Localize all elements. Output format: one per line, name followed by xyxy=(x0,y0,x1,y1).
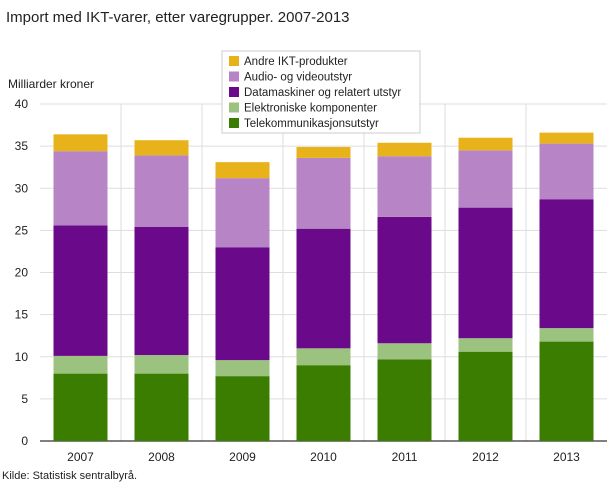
bar-segment xyxy=(377,359,432,441)
y-tick-label: 40 xyxy=(15,97,29,111)
source: Kilde: Statistisk sentralbyrå. xyxy=(2,470,137,482)
bar-segment xyxy=(539,328,594,342)
bar-segment xyxy=(539,341,594,441)
bar-segment xyxy=(53,355,108,374)
x-tick-label: 2010 xyxy=(310,450,337,464)
legend-swatch xyxy=(229,118,239,128)
bar-segment xyxy=(458,338,513,352)
bar-segment xyxy=(296,365,351,441)
bar-segment xyxy=(53,151,108,226)
chart-title: Import med IKT-varer, etter varegrupper.… xyxy=(6,9,350,26)
bar-segment xyxy=(134,373,189,441)
bar-segment xyxy=(296,228,351,349)
bar-segment xyxy=(539,199,594,329)
bar-segment xyxy=(296,146,351,158)
bar-segment xyxy=(458,351,513,441)
bar-segment xyxy=(53,134,108,152)
x-tick-label: 2011 xyxy=(392,450,418,464)
legend-label: Datamaskiner og relatert utstyr xyxy=(244,87,401,99)
x-tick-label: 2008 xyxy=(148,450,175,464)
bar-segment xyxy=(53,373,108,441)
y-tick-label: 10 xyxy=(15,350,29,364)
bar-segment xyxy=(296,348,351,366)
bar-segment xyxy=(215,162,270,179)
legend-label: Elektroniske komponenter xyxy=(244,103,377,115)
x-tick-label: 2007 xyxy=(67,450,94,464)
legend-label: Andre IKT-produkter xyxy=(244,56,348,68)
bar-segment xyxy=(53,225,108,356)
y-tick-label: 25 xyxy=(15,223,29,237)
legend-label: Telekommunikasjonsutstyr xyxy=(244,118,379,130)
legend-swatch xyxy=(229,87,239,97)
bar-segment xyxy=(215,360,270,377)
legend-label: Audio- og videoutstyr xyxy=(244,72,352,84)
bar-segment xyxy=(296,157,351,229)
bar-segment xyxy=(377,142,432,157)
bar-segment xyxy=(215,247,270,361)
legend-swatch xyxy=(229,102,239,113)
bar-segment xyxy=(215,178,270,248)
legend-box xyxy=(221,50,421,134)
y-tick-label: 5 xyxy=(21,392,28,406)
x-tick-label: 2009 xyxy=(229,450,256,464)
y-tick-label: 35 xyxy=(15,139,29,153)
y-tick-label: 20 xyxy=(15,266,29,280)
bar-segment xyxy=(458,207,513,339)
x-tick-label: 2012 xyxy=(472,450,499,464)
bar-segment xyxy=(539,143,594,200)
y-tick-label: 0 xyxy=(21,434,28,448)
bar-segment xyxy=(458,137,513,151)
legend-swatch xyxy=(229,56,239,66)
bar-segment xyxy=(458,150,513,208)
bar-segment xyxy=(377,343,432,360)
bar-segment xyxy=(539,132,594,144)
y-axis-label: Milliarder kroner xyxy=(8,77,94,91)
legend-swatch xyxy=(229,71,239,82)
bar-segment xyxy=(134,355,189,374)
bar-segment xyxy=(134,155,189,228)
bar-segment xyxy=(377,216,432,344)
x-tick-label: 2013 xyxy=(553,450,580,464)
y-tick-label: 30 xyxy=(15,181,29,195)
bar-segment xyxy=(134,227,189,356)
y-tick-label: 15 xyxy=(15,308,29,322)
bar-segment xyxy=(215,376,270,441)
bar-segment xyxy=(377,156,432,217)
bar-segment xyxy=(134,140,189,156)
